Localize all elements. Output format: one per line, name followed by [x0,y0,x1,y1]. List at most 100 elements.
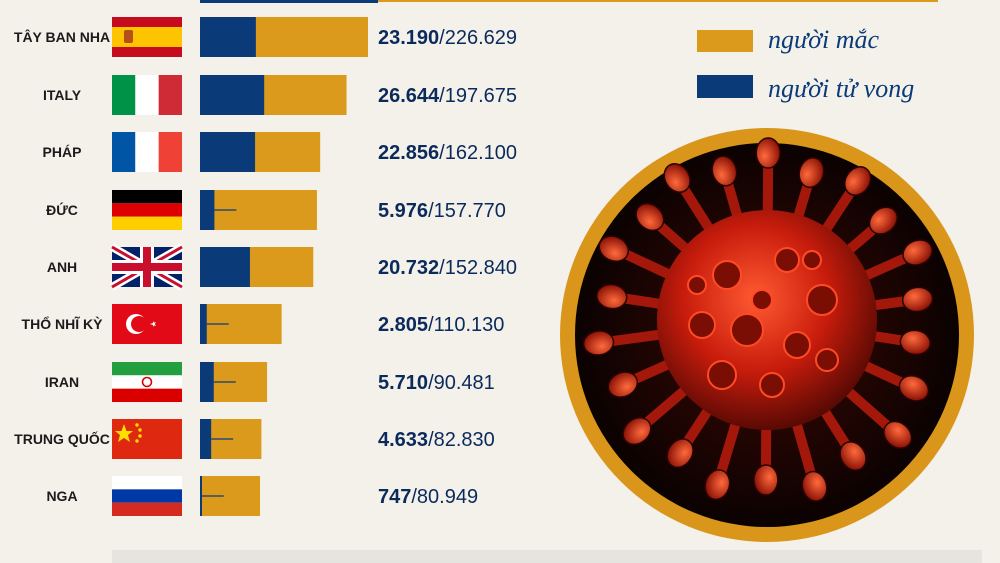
spike-head [704,469,731,501]
deaths-bar [200,132,256,172]
value-label: 2.805/110.130 [378,314,504,336]
spike-head [598,235,630,263]
spike-head [899,329,932,356]
spike-head [844,166,872,196]
spike-head [711,155,738,187]
cases-value: /162.100 [439,142,517,164]
cases-value: /80.949 [411,486,478,508]
spike-head [666,438,694,469]
country-label: NGA [46,488,77,504]
spike-head [635,202,665,232]
deaths-value: 2.805 [378,314,428,336]
value-label: 26.644/197.675 [378,85,517,107]
spike-head [753,464,779,496]
legend-cases-swatch [697,30,753,52]
spike-head [883,420,913,450]
deaths-value: 23.190 [378,27,439,49]
surface-bump [688,311,716,339]
cases-value: /82.830 [428,429,495,451]
surface-bump [707,360,737,390]
virus-surface [687,247,839,398]
value-label: 22.856/162.100 [378,142,517,164]
country-label: TÂY BAN NHA [14,28,110,45]
bars [200,17,368,516]
surface-bump [774,247,800,273]
deaths-value: 5.976 [378,200,428,222]
italy-flag [112,75,182,115]
value-label: 747/80.949 [378,486,478,508]
cases-value: /157.770 [428,200,506,222]
surface-bump [712,260,742,290]
bottom-strip [112,550,982,563]
virus-spikes [582,137,934,502]
value-label: 4.633/82.830 [378,429,495,451]
value-labels: 23.190/226.629 26.644/197.675 22.856/162.1… [378,27,517,508]
surface-bump [783,331,811,359]
spike-head [622,416,652,446]
coronavirus-illustration [560,128,974,542]
spike-head [839,441,867,472]
spike-head [868,206,898,235]
legend: người mắc người tử vong [697,25,914,103]
value-label: 5.976/157.770 [378,200,506,222]
spike-head [798,157,825,189]
iran-flag [112,362,182,402]
cases-value: /110.130 [428,314,504,336]
deaths-bar [200,247,250,287]
germany-flag [112,190,182,230]
legend-cases-label: người mắc [768,25,880,54]
spike-head [801,470,828,502]
uk-flag [110,243,184,291]
surface-bump [730,313,764,347]
spike-head [607,371,639,398]
deaths-bar [200,75,265,115]
value-label: 20.732/152.840 [378,257,517,279]
legend-deaths-label: người tử vong [768,74,914,103]
surface-bump [806,284,838,316]
spike-head [902,239,933,266]
deaths-value: 20.732 [378,257,439,279]
spike-head [596,283,628,310]
country-label: ĐỨC [46,201,78,218]
flags-column [110,17,184,516]
spike-head [898,375,930,402]
deaths-value: 747 [378,486,411,508]
deaths-value: 4.633 [378,429,428,451]
country-label: ITALY [43,87,82,103]
deaths-value: 22.856 [378,142,439,164]
cases-value: /90.481 [428,372,495,394]
value-label: 5.710/90.481 [378,372,495,394]
country-label: THỔ NHĨ KỲ [22,315,104,332]
deaths-value: 26.644 [378,85,440,107]
country-label: ANH [47,259,77,275]
surface-bump [759,372,785,398]
deaths-bar [200,17,256,57]
surface-bump [687,275,707,295]
country-label: IRAN [45,374,79,390]
spike-head [582,330,615,356]
legend-deaths-swatch [697,75,753,98]
value-label: 23.190/226.629 [378,27,517,49]
cases-value: /226.629 [439,27,517,49]
cases-value: /197.675 [439,85,517,107]
country-labels: TÂY BAN NHA ITALY PHÁP ĐỨC ANH THỔ NHĨ KỲ IRAN… [14,28,110,504]
france-flag [112,132,182,172]
spike-head [901,286,934,313]
russia-flag [112,476,182,516]
turkey-flag [112,304,182,344]
deaths-bar [200,476,202,516]
surface-bump [802,250,822,270]
country-label: TRUNG QUỐC [14,430,110,447]
deaths-bar [200,362,214,402]
surface-bump [751,289,773,311]
top-strip-right [378,0,938,2]
spike-head [755,137,781,169]
deaths-bar [200,419,212,459]
country-label: PHÁP [43,144,82,160]
deaths-bar [200,304,207,344]
deaths-value: 5.710 [378,372,428,394]
china-flag [112,419,182,459]
deaths-bar [200,190,215,230]
spike-head [663,163,691,193]
